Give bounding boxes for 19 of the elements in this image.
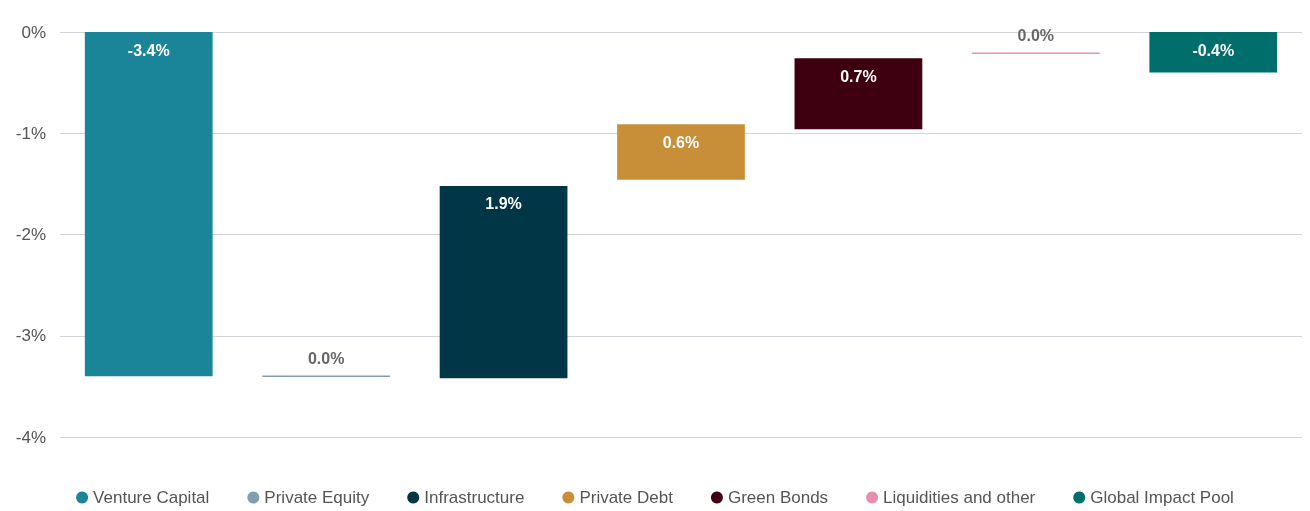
y-tick-label: -3% <box>15 326 46 346</box>
legend-label: Private Equity <box>264 488 370 507</box>
legend-label: Global Impact Pool <box>1090 488 1234 507</box>
data-label: -0.4% <box>1192 41 1235 59</box>
y-tick-label: 0% <box>21 22 46 42</box>
data-label: 0.0% <box>307 349 345 367</box>
data-label: 0.7% <box>840 67 877 85</box>
legend-label: Green Bonds <box>727 488 829 507</box>
legend-label: Liquidities and other <box>883 488 1036 507</box>
legend-label: Private Debt <box>579 488 674 507</box>
y-tick-label: -4% <box>15 427 46 447</box>
data-label: 0.6% <box>662 133 700 151</box>
y-tick-label: -2% <box>15 225 46 244</box>
legend-label: Infrastructure <box>424 488 525 507</box>
legend-label: Venture Capital <box>93 488 210 507</box>
y-tick-label: -1% <box>15 123 46 143</box>
data-label: 1.9% <box>485 195 522 213</box>
data-label: -3.4% <box>127 41 170 59</box>
data-label: 0.0% <box>1017 26 1055 44</box>
